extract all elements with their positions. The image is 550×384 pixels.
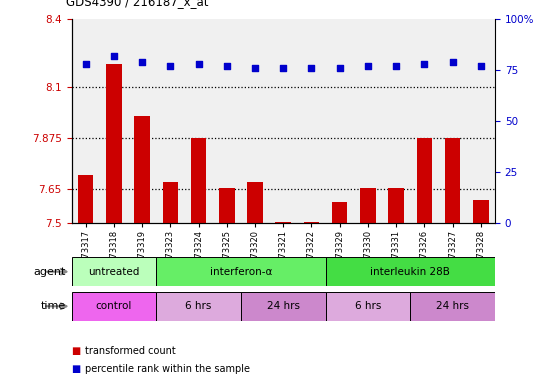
Bar bbox=[360, 188, 376, 223]
Point bbox=[336, 65, 344, 71]
Text: agent: agent bbox=[34, 266, 66, 277]
Bar bbox=[156, 257, 326, 286]
Bar bbox=[248, 182, 263, 223]
Bar bbox=[241, 292, 326, 321]
Bar bbox=[163, 182, 178, 223]
Point bbox=[307, 65, 316, 71]
Bar bbox=[304, 222, 319, 223]
Bar bbox=[276, 222, 291, 223]
Bar bbox=[326, 257, 495, 286]
Text: time: time bbox=[41, 301, 66, 311]
Text: interleukin 28B: interleukin 28B bbox=[370, 266, 450, 277]
Point bbox=[392, 63, 400, 69]
Point bbox=[81, 61, 90, 67]
Text: ■: ■ bbox=[72, 346, 84, 356]
Text: percentile rank within the sample: percentile rank within the sample bbox=[85, 364, 250, 374]
Point bbox=[364, 63, 372, 69]
Text: 6 hrs: 6 hrs bbox=[185, 301, 212, 311]
Bar bbox=[72, 257, 156, 286]
Bar bbox=[156, 292, 241, 321]
Bar bbox=[417, 138, 432, 223]
Point bbox=[420, 61, 429, 67]
Bar bbox=[473, 200, 488, 223]
Point bbox=[476, 63, 485, 69]
Text: transformed count: transformed count bbox=[85, 346, 176, 356]
Text: control: control bbox=[96, 301, 132, 311]
Text: untreated: untreated bbox=[88, 266, 140, 277]
Text: GDS4390 / 216187_x_at: GDS4390 / 216187_x_at bbox=[66, 0, 208, 8]
Point bbox=[166, 63, 175, 69]
Bar bbox=[72, 292, 156, 321]
Bar bbox=[388, 188, 404, 223]
Text: 24 hrs: 24 hrs bbox=[267, 301, 300, 311]
Bar bbox=[106, 65, 122, 223]
Point bbox=[222, 63, 231, 69]
Bar bbox=[332, 202, 348, 223]
Text: 6 hrs: 6 hrs bbox=[355, 301, 381, 311]
Text: ■: ■ bbox=[72, 364, 84, 374]
Text: interferon-α: interferon-α bbox=[210, 266, 272, 277]
Point bbox=[138, 59, 146, 65]
Bar bbox=[445, 138, 460, 223]
Bar bbox=[134, 116, 150, 223]
Point bbox=[251, 65, 260, 71]
Point bbox=[448, 59, 457, 65]
Point bbox=[194, 61, 203, 67]
Bar bbox=[191, 138, 206, 223]
Bar bbox=[410, 292, 495, 321]
Bar bbox=[326, 292, 410, 321]
Text: 24 hrs: 24 hrs bbox=[436, 301, 469, 311]
Point bbox=[279, 65, 288, 71]
Point bbox=[109, 53, 118, 59]
Bar bbox=[219, 188, 234, 223]
Bar bbox=[78, 175, 94, 223]
